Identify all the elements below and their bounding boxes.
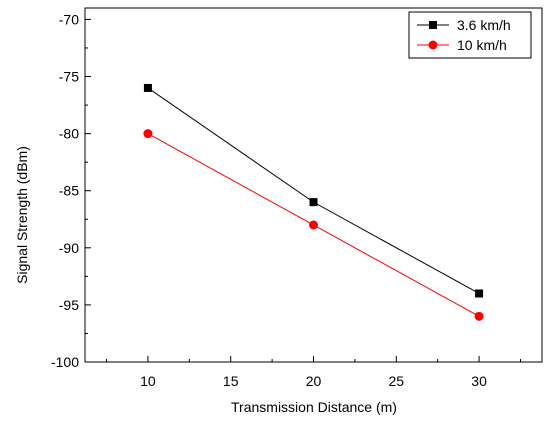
- x-tick-label: 30: [471, 373, 487, 389]
- x-tick-label: 25: [389, 373, 405, 389]
- y-tick-label: -95: [59, 297, 79, 313]
- data-point: [309, 198, 318, 207]
- y-tick-label: -85: [59, 183, 79, 199]
- data-point: [143, 129, 153, 139]
- y-tick-label: -90: [59, 240, 79, 256]
- x-tick-label: 10: [140, 373, 156, 389]
- series-1: [143, 83, 484, 298]
- data-point: [309, 220, 318, 230]
- series-2: [143, 129, 484, 321]
- legend-label: 3.6 km/h: [457, 17, 511, 33]
- x-tick-label: 15: [223, 373, 239, 389]
- legend-marker: [428, 40, 438, 50]
- y-tick-label: -70: [59, 11, 79, 27]
- data-point: [143, 83, 152, 92]
- x-axis-title: Transmission Distance (m): [231, 399, 397, 415]
- axes: 10 15 20 25 30 -100 -95 -90 -85 -80 -75 -70: [51, 7, 543, 389]
- plot-frame: [84, 7, 543, 363]
- x-tick-label: 20: [306, 373, 322, 389]
- y-tick-label: -75: [59, 69, 79, 85]
- y-tick-label: -100: [51, 354, 79, 370]
- data-point: [474, 311, 484, 321]
- legend-marker: [429, 21, 437, 29]
- series-line: [147, 87, 480, 294]
- series-layer: [143, 83, 484, 321]
- data-point: [475, 289, 484, 298]
- legend: 3.6 km/h 10 km/h: [408, 11, 532, 59]
- legend-label: 10 km/h: [457, 37, 507, 53]
- y-axis-title: Signal Strength (dBm): [14, 146, 30, 284]
- y-tick-label: -80: [59, 126, 79, 142]
- legend-box: [408, 11, 532, 59]
